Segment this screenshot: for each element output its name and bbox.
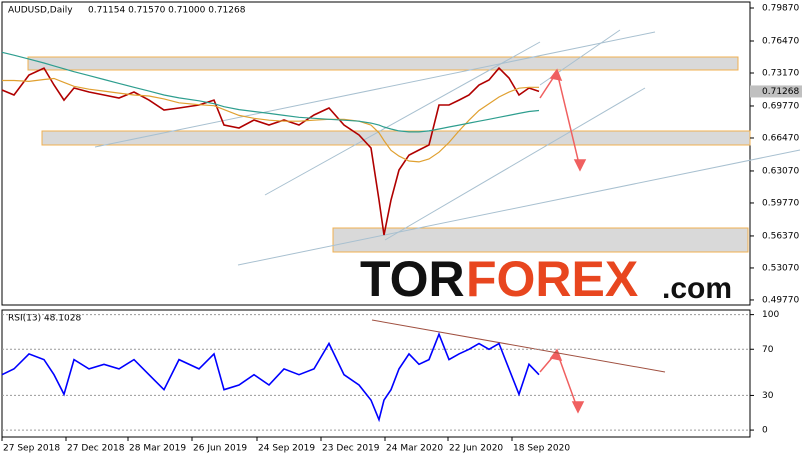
arrow-head — [549, 348, 563, 362]
chart-title: AUDUSD,Daily — [8, 6, 73, 16]
series-line — [1, 66, 540, 236]
y-tick-label: 0 — [762, 426, 768, 436]
y-tick-label: 0.56370 — [762, 231, 799, 241]
channel-line — [384, 87, 646, 241]
x-tick-label: 27 Sep 2018 — [3, 444, 60, 454]
series-line — [1, 332, 540, 423]
watermark: FOREX — [466, 251, 638, 307]
y-tick-label: 100 — [762, 310, 779, 320]
arrow-head — [573, 159, 587, 172]
x-tick-label: 22 Jun 2020 — [449, 444, 503, 454]
channel-line — [237, 149, 801, 266]
series-line — [1, 51, 540, 133]
price-panel — [1, 1, 751, 306]
rsi-trendline — [371, 319, 666, 373]
rsi-panel — [1, 309, 751, 438]
watermark: TOR — [360, 251, 465, 307]
ohlc-header: 0.71154 0.71570 0.71000 0.71268 — [88, 6, 246, 16]
y-tick-label: 70 — [762, 345, 774, 355]
x-tick-label: 26 Jun 2019 — [193, 444, 247, 454]
x-tick-label: 18 Sep 2020 — [513, 444, 570, 454]
y-tick-label: 0.73170 — [762, 68, 799, 78]
arrow-head — [571, 401, 585, 414]
y-tick-label: 0.63070 — [762, 166, 799, 176]
channel-line — [264, 41, 541, 196]
channel-lines — [94, 29, 801, 266]
y-tick-label: 0.79870 — [762, 4, 799, 14]
resistance-zone — [27, 56, 739, 71]
forecast-arrows — [539, 68, 587, 414]
y-tick-label: 0.53070 — [762, 263, 799, 273]
y-tick-label: 0.59770 — [762, 198, 799, 208]
y-tick-label: 0.66470 — [762, 133, 799, 143]
arrow-head — [549, 68, 563, 82]
watermark: .com — [662, 272, 732, 305]
x-tick-label: 28 Mar 2019 — [129, 444, 186, 454]
x-tick-label: 24 Sep 2019 — [258, 444, 315, 454]
channel-line — [94, 31, 656, 148]
y-tick-label: 30 — [762, 391, 774, 401]
rsi-title: RSI(13) 48.1028 — [8, 314, 81, 324]
x-tick-label: 24 Mar 2020 — [386, 444, 443, 454]
x-tick-label: 23 Dec 2019 — [322, 444, 380, 454]
last-price-label: 0.71268 — [762, 87, 799, 97]
y-tick-label: 0.76470 — [762, 36, 799, 46]
last-price-box — [750, 85, 802, 98]
y-tick-label: 0.69770 — [762, 101, 799, 111]
support-zone — [332, 227, 749, 253]
x-tick-label: 27 Dec 2018 — [67, 444, 125, 454]
support-zone — [41, 130, 751, 146]
y-tick-label: 0.49770 — [762, 295, 799, 305]
